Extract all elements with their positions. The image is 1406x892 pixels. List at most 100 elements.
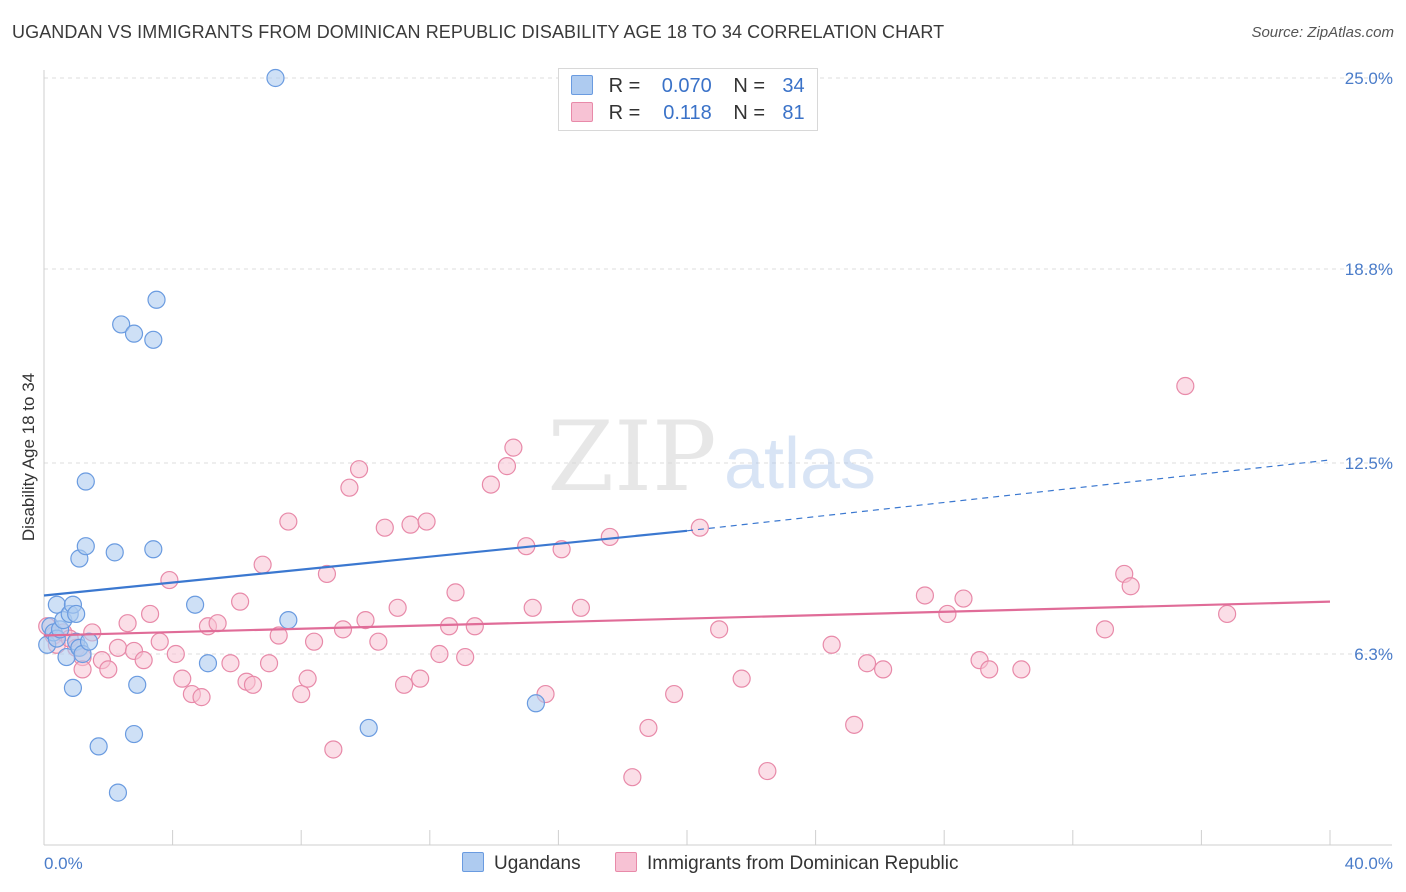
scatter-point-dominican xyxy=(1218,604,1237,624)
legend-label-ugandans: Ugandans xyxy=(494,853,581,874)
trend-line-ugandans xyxy=(43,529,688,597)
series-ugandans-points xyxy=(38,68,545,802)
scatter-point-ugandan xyxy=(76,472,95,491)
legend-n-label: N = xyxy=(733,102,766,124)
scatter-point-dominican xyxy=(108,638,128,657)
scatter-point-dominican xyxy=(375,518,394,537)
scatter-point-dominican xyxy=(497,457,517,476)
scatter-point-dominican xyxy=(665,684,684,704)
scatter-point-dominican xyxy=(845,715,864,734)
scatter-point-dominican xyxy=(639,718,658,738)
scatter-point-dominican xyxy=(140,604,160,624)
scatter-point-dominican xyxy=(1095,620,1115,639)
legend-item-ugandans[interactable]: Ugandans xyxy=(462,852,581,875)
scatter-point-dominican xyxy=(150,632,169,651)
scatter-point-ugandan xyxy=(108,783,128,802)
scatter-point-dominican xyxy=(166,644,185,664)
scatter-point-ugandan xyxy=(144,540,163,559)
scatter-point-dominican xyxy=(340,478,359,497)
scatter-point-dominican xyxy=(623,768,642,787)
x-tick-label: 0.0% xyxy=(44,854,83,873)
scatter-point-dominican xyxy=(456,647,475,667)
legend-label-dominican: Immigrants from Dominican Republic xyxy=(647,853,959,874)
scatter-point-dominican xyxy=(231,592,250,611)
legend-r-label: R = xyxy=(608,75,641,97)
grid-lines xyxy=(44,77,1392,655)
scatter-point-dominican xyxy=(980,660,999,679)
scatter-point-dominican xyxy=(160,570,179,590)
scatter-point-dominican xyxy=(504,438,523,457)
correlation-legend: R = 0.070 N = 34 R = 0.118 N = 81 xyxy=(558,68,818,131)
scatter-point-ugandan xyxy=(67,604,86,624)
legend-swatch-blue xyxy=(571,75,593,95)
scatter-point-dominican xyxy=(324,740,343,759)
scatter-point-ugandan xyxy=(526,694,545,713)
scatter-point-ugandan xyxy=(79,632,99,651)
scatter-point-dominican xyxy=(221,654,240,673)
legend-n-value: 34 xyxy=(782,75,805,97)
legend-r-label: R = xyxy=(608,102,641,124)
trend-lines xyxy=(43,459,1331,637)
scatter-point-dominican xyxy=(446,583,465,602)
watermark-atlas: atlas xyxy=(724,424,876,504)
scatter-point-dominican xyxy=(173,669,192,688)
scatter-point-dominican xyxy=(430,644,449,664)
scatter-point-dominican xyxy=(1012,660,1031,679)
scatter-point-dominican xyxy=(732,669,751,688)
y-tick-label: 6.3% xyxy=(1354,645,1393,664)
scatter-point-dominican xyxy=(279,512,298,531)
scatter-point-dominican xyxy=(99,660,118,679)
scatter-point-ugandan xyxy=(128,675,147,694)
tick-labels: 6.3% 12.5% 18.8% 25.0% 0.0% 40.0% xyxy=(44,69,1393,873)
scatter-point-dominican xyxy=(758,761,777,781)
scatter-point-dominican xyxy=(243,675,263,694)
scatter-point-dominican xyxy=(298,669,317,688)
scatter-point-ugandan xyxy=(147,290,166,309)
scatter-point-ugandan xyxy=(198,654,218,673)
scatter-point-dominican xyxy=(401,515,420,534)
legend-n-label: N = xyxy=(733,75,766,97)
scatter-point-ugandan xyxy=(89,737,108,756)
scatter-point-dominican xyxy=(259,654,279,673)
chart-source: Source: ZipAtlas.com xyxy=(1251,24,1394,41)
scatter-point-dominican xyxy=(253,555,272,574)
trend-line-ugandans-projection xyxy=(686,459,1331,532)
legend-n-value: 81 xyxy=(782,102,805,124)
scatter-point-dominican xyxy=(417,512,436,531)
scatter-point-ugandan xyxy=(186,595,205,614)
scatter-point-dominican xyxy=(954,589,973,608)
scatter-point-dominican xyxy=(73,660,92,679)
scatter-point-dominican xyxy=(411,669,430,688)
scatter-point-ugandan xyxy=(144,330,163,349)
scatter-point-dominican xyxy=(349,460,369,479)
scatter-point-dominican xyxy=(822,635,841,654)
scatter-point-dominican xyxy=(134,651,153,670)
scatter-point-dominican xyxy=(481,475,500,494)
watermark: ZIP atlas xyxy=(547,401,876,513)
scatter-point-dominican xyxy=(292,684,311,704)
legend-item-dominican[interactable]: Immigrants from Dominican Republic xyxy=(615,852,959,875)
scatter-point-dominican xyxy=(915,586,935,605)
y-axis-label: Disability Age 18 to 34 xyxy=(19,373,38,541)
scatter-point-ugandan xyxy=(124,724,144,744)
scatter-point-dominican xyxy=(118,614,137,633)
scatter-point-dominican xyxy=(317,564,337,584)
scatter-point-ugandan xyxy=(124,324,144,343)
scatter-point-dominican xyxy=(465,617,484,636)
scatter-point-dominican xyxy=(208,614,227,633)
scatter-point-dominican xyxy=(552,540,571,559)
scatter-point-ugandan xyxy=(112,315,131,334)
scatter-point-dominican xyxy=(1176,376,1195,396)
legend-r-value: 0.118 xyxy=(663,102,712,124)
legend-swatch-blue xyxy=(462,852,484,872)
scatter-point-dominican xyxy=(857,654,877,673)
scatter-point-dominican xyxy=(304,632,324,651)
watermark-zip: ZIP xyxy=(547,401,716,513)
scatter-point-dominican xyxy=(710,620,729,639)
legend-row-ugandans: R = 0.070 N = 34 xyxy=(571,75,805,99)
scatter-point-dominican xyxy=(874,660,893,679)
scatter-point-ugandan xyxy=(359,718,378,738)
scatter-point-ugandan xyxy=(76,537,95,556)
scatter-point-dominican xyxy=(439,617,459,636)
